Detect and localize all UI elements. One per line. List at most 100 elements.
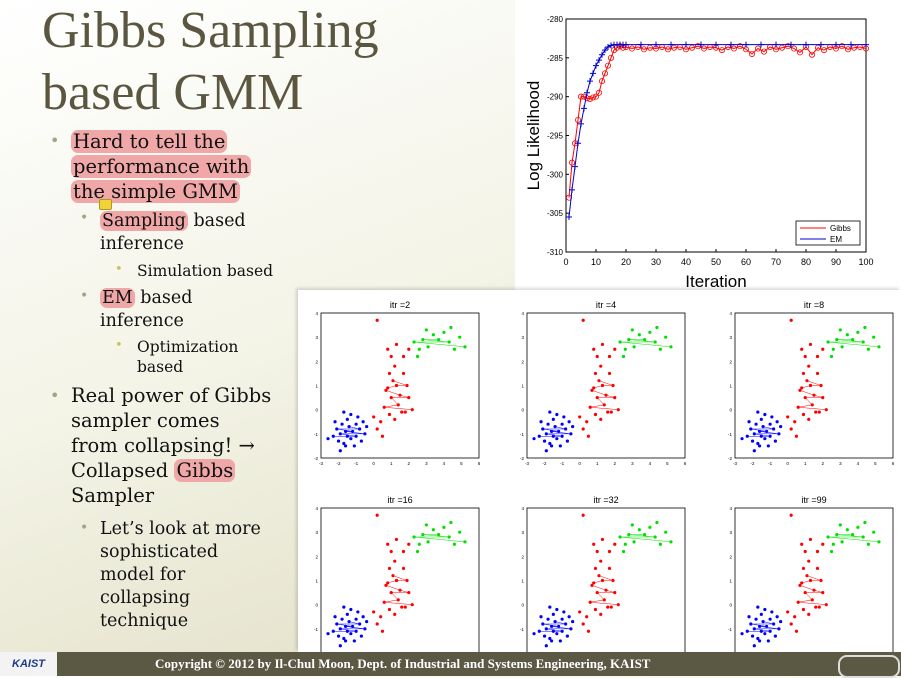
scatter-point (541, 427, 545, 431)
scatter-point (463, 345, 467, 349)
scatter-point (426, 540, 430, 544)
y-tick-label: 2 (315, 359, 318, 364)
scatter-point (800, 542, 804, 546)
scatter-point (789, 622, 793, 626)
scatter-point (803, 590, 807, 595)
x-tick-label: 2 (822, 461, 825, 466)
scatter-point (557, 624, 561, 629)
scatter-point (380, 434, 385, 438)
gibbs-point (797, 49, 804, 56)
em-point (833, 41, 839, 48)
gibbs-point (701, 45, 708, 52)
bullet-2-1-line-4: collapsing (100, 588, 191, 608)
scatter-point (349, 437, 353, 441)
scatter-point (442, 525, 446, 529)
scatter-point (616, 603, 620, 607)
y-tick-label: 3 (729, 530, 732, 535)
scatter-point (801, 566, 806, 571)
scatter-point (627, 532, 631, 537)
scatter-point (658, 542, 663, 546)
x-tick-label: -3 (733, 461, 737, 466)
scatter-point (770, 415, 774, 419)
em-point (788, 41, 794, 48)
y-tick-label: -290 (547, 93, 564, 102)
scatter-point (800, 581, 804, 585)
scatter-point (752, 627, 756, 631)
bullet-1-2-1-line-1: Optimization (137, 338, 239, 356)
scatter-point (345, 434, 349, 438)
scatter-point (599, 612, 603, 616)
scatter-point (546, 617, 550, 621)
scatter-point (431, 333, 435, 337)
scatter-point (829, 549, 834, 554)
scatter-point (590, 388, 594, 392)
scatter-point (768, 617, 772, 621)
scatter-point (354, 629, 358, 633)
y-tick-label: 4 (315, 311, 318, 316)
copyright-text: Copyright © 2012 by Il-Chul Moon, Dept. … (155, 656, 651, 671)
scatter-point (393, 612, 397, 616)
em-point (683, 41, 689, 48)
scatter-point (592, 581, 596, 585)
scatter-point (763, 607, 767, 612)
bullet-2-line-1: Real power of Gibbs (71, 384, 272, 407)
scatter-point (544, 449, 548, 453)
gibbs-point (599, 78, 606, 85)
scatter-point (551, 629, 555, 633)
y-tick-label: 1 (315, 384, 318, 389)
scatter-point (560, 434, 564, 438)
scatter-point (643, 532, 647, 537)
scatter-point (745, 629, 749, 633)
scatter-point (401, 354, 406, 359)
bullet-1-1-1: Simulation based (137, 262, 274, 280)
scatter-point (765, 624, 769, 629)
scatter-point (384, 583, 388, 587)
y-tick-label: -295 (547, 132, 564, 141)
scatter-point (798, 583, 802, 587)
scatter-point (401, 371, 406, 376)
scatter-point (586, 434, 591, 438)
scatter-point (770, 610, 774, 614)
scatter-point (630, 328, 634, 332)
scatter-point (331, 434, 335, 438)
scatter-point (805, 379, 809, 383)
scatter-point (549, 639, 554, 643)
scatter-point (365, 619, 369, 624)
comment-icon[interactable] (99, 199, 112, 210)
scatter-point (803, 395, 807, 400)
bullet-2-1-line-3: model for (100, 565, 186, 585)
scatter-point (342, 410, 346, 414)
x-tick-label: 20 (621, 257, 631, 267)
plot-area (565, 18, 867, 253)
scatter-point (343, 429, 348, 434)
scatter-point (379, 420, 383, 424)
scatter-point (777, 432, 781, 436)
x-tick-label: 0 (578, 461, 581, 466)
scatter-point (750, 634, 755, 638)
scatter-point (872, 335, 876, 339)
scatter-point (365, 424, 369, 429)
scatter-point (747, 420, 751, 424)
scatter-point (592, 386, 596, 390)
scatter-point (607, 549, 612, 554)
scatter-point (817, 410, 821, 414)
scatter-point (396, 598, 400, 602)
em-point (773, 41, 779, 48)
panel-title: itr =16 (387, 495, 412, 505)
scatter-point (838, 328, 842, 332)
scatter-point (387, 371, 392, 376)
scatter-point (761, 424, 765, 429)
scatter-point (342, 636, 346, 641)
x-tick-label: 80 (801, 257, 811, 267)
scatter-point (340, 422, 344, 426)
scatter-point (808, 342, 813, 347)
scatter-point (333, 615, 337, 619)
scatter-point (861, 535, 865, 539)
scatter-point (866, 347, 871, 351)
scatter-point (548, 410, 552, 414)
y-tick-label: -1 (728, 432, 732, 437)
legend-label-gibbs: Gibbs (830, 224, 851, 233)
scatter-point (400, 605, 404, 609)
scatter-point (421, 532, 425, 537)
scatter-point (356, 610, 360, 614)
